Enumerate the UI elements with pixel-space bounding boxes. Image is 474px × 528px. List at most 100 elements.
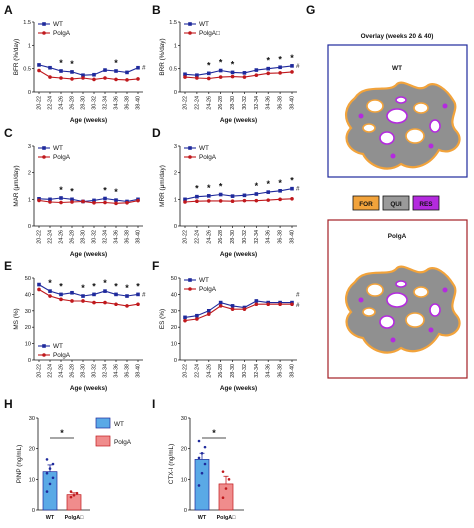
data-point-e-wt bbox=[103, 289, 107, 293]
data-point-d-wt bbox=[218, 192, 223, 197]
panel-label-h: H bbox=[4, 397, 13, 411]
x-tick-label-e: 24-26 bbox=[59, 364, 65, 378]
x-axis-title-a: Age (weeks) bbox=[70, 117, 107, 124]
x-tick-label-f: 28-30 bbox=[230, 364, 236, 378]
y-tick-label-e: 30 bbox=[25, 309, 31, 315]
end-mark-f: # bbox=[296, 292, 300, 299]
x-axis-title-d: Age (weeks) bbox=[220, 251, 257, 258]
x-tick-label-a: 32-34 bbox=[103, 96, 109, 110]
y-tick-label-f: 20 bbox=[171, 325, 177, 331]
x-tick-label-c: 22-24 bbox=[48, 230, 54, 244]
legend-marker-e bbox=[42, 353, 46, 357]
key-swatch-for bbox=[352, 195, 380, 211]
significance-star-d: * bbox=[290, 176, 294, 186]
significance-star-c: * bbox=[70, 186, 74, 196]
x-tick-label-b: 32-34 bbox=[254, 96, 260, 110]
significance-star-d: * bbox=[266, 179, 270, 189]
legend-marker-a bbox=[42, 31, 46, 35]
data-point-d-wt bbox=[278, 189, 282, 193]
legend-marker-f bbox=[188, 278, 192, 282]
scaffold-pore-polga bbox=[362, 307, 376, 317]
data-point-d-polga bbox=[195, 199, 199, 203]
legend-label-f: PolgA bbox=[199, 286, 217, 293]
x-tick-label-e: 38-40 bbox=[136, 364, 142, 378]
x-tick-label-b: 28-30 bbox=[230, 96, 236, 110]
significance-star-d: * bbox=[195, 184, 199, 194]
y-tick-label-e: 0 bbox=[28, 358, 31, 364]
x-tick-label-c: 38-40 bbox=[136, 230, 142, 244]
bar-h-polga bbox=[66, 494, 82, 511]
scaffold-pore-wt bbox=[379, 131, 395, 145]
legend-marker-b bbox=[188, 22, 192, 26]
y-tick-label-i: 10 bbox=[181, 477, 187, 483]
data-point-c-wt bbox=[103, 196, 107, 201]
y-axis-title-i: CTX-I (ng/mL) bbox=[168, 444, 175, 484]
significance-star-e: * bbox=[136, 281, 140, 291]
legend-label-wt: WT bbox=[114, 421, 124, 428]
data-point-i bbox=[203, 445, 207, 449]
scaffold-pore-wt bbox=[395, 96, 407, 104]
resorption-spot-wt bbox=[442, 103, 448, 109]
data-point-b-polga bbox=[230, 74, 235, 79]
significance-star-b: * bbox=[290, 53, 294, 63]
scaffold-body-wt bbox=[345, 81, 461, 170]
data-point-e-wt bbox=[37, 282, 41, 287]
significance-star-a: * bbox=[114, 58, 118, 68]
significance-star-b: * bbox=[266, 56, 270, 66]
scaffold-polga bbox=[345, 265, 461, 354]
data-point-a-wt bbox=[92, 72, 96, 77]
data-point-i bbox=[200, 471, 204, 475]
data-point-e-polga bbox=[48, 294, 52, 298]
y-tick-label-d: 0 bbox=[174, 224, 177, 230]
data-point-a-polga bbox=[136, 77, 140, 81]
data-point-e-polga bbox=[70, 299, 74, 303]
data-point-f-wt bbox=[206, 309, 211, 313]
y-tick-label-c: 3 bbox=[28, 144, 31, 150]
series-line-b-polga bbox=[184, 71, 293, 80]
data-point-h bbox=[75, 491, 79, 495]
data-point-e-wt bbox=[92, 292, 96, 297]
significance-star-b: * bbox=[207, 60, 211, 70]
x-tick-label-e: 20-22 bbox=[37, 364, 43, 378]
data-point-b-polga bbox=[266, 71, 271, 76]
data-point-f-polga bbox=[254, 302, 259, 307]
data-point-f-wt bbox=[195, 313, 199, 318]
significance-star-d: * bbox=[255, 181, 259, 191]
y-tick-label-e: 10 bbox=[25, 342, 31, 348]
legend-marker-c bbox=[42, 155, 46, 159]
series-line-a-wt bbox=[38, 64, 139, 76]
data-point-f-polga bbox=[230, 307, 235, 311]
panel-label-g: G bbox=[306, 3, 315, 17]
data-point-f-polga bbox=[278, 302, 282, 307]
x-tick-label-e: 26-28 bbox=[70, 364, 76, 378]
scaffold-body-polga bbox=[345, 265, 461, 354]
x-tick-label-c: 30-32 bbox=[92, 230, 98, 244]
end-mark-e: # bbox=[142, 291, 146, 298]
y-axis-title-f: ES (%) bbox=[159, 309, 166, 329]
y-tick-label-e: 50 bbox=[25, 276, 31, 282]
x-tick-label-a: 34-36 bbox=[114, 96, 120, 110]
data-point-e-wt bbox=[70, 290, 74, 295]
data-point-i bbox=[200, 451, 204, 455]
data-point-b-wt bbox=[195, 73, 199, 77]
y-tick-label-c: 0 bbox=[28, 224, 31, 230]
x-tick-label-e: 30-32 bbox=[92, 364, 98, 378]
x-tick-label-d: 38-40 bbox=[290, 230, 296, 244]
x-tick-label-f: 32-34 bbox=[254, 364, 260, 378]
y-tick-label-c: 2 bbox=[28, 171, 31, 177]
x-tick-label-a: 24-26 bbox=[59, 96, 65, 110]
x-tick-label-d: 22-24 bbox=[194, 230, 200, 244]
scaffold-wt bbox=[345, 81, 461, 170]
scaffold-pore-wt bbox=[386, 108, 408, 124]
data-point-i bbox=[221, 470, 225, 473]
data-point-a-polga bbox=[103, 76, 107, 80]
legend-label-e: PolgA bbox=[53, 352, 71, 359]
x-tick-label-b: 20-22 bbox=[183, 96, 189, 110]
data-point-d-wt bbox=[242, 193, 247, 198]
significance-star-b: * bbox=[278, 54, 282, 64]
data-point-h bbox=[48, 467, 52, 470]
x-tick-label-a: 36-38 bbox=[125, 96, 131, 110]
x-tick-label-c: 20-22 bbox=[37, 230, 43, 244]
y-tick-label-f: 50 bbox=[171, 276, 177, 282]
scaffold-pore-wt bbox=[362, 123, 376, 133]
